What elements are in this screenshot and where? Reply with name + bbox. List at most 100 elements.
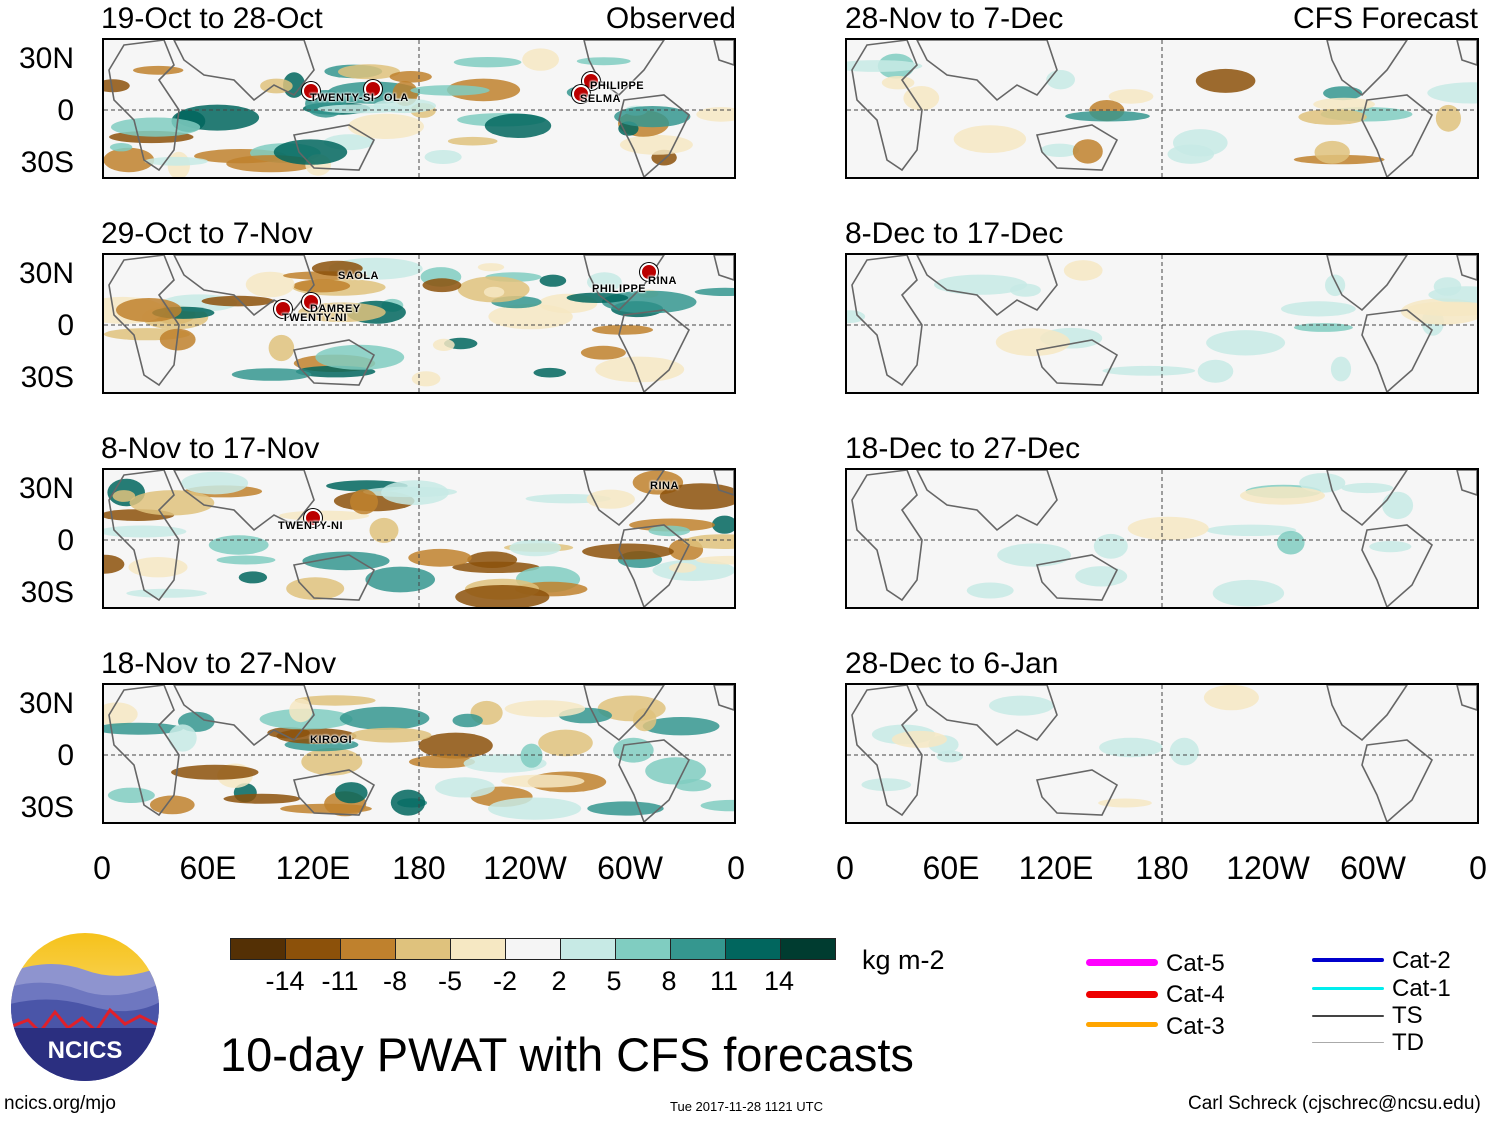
pwat-anomaly-patch — [1435, 104, 1461, 132]
pwat-anomaly-patch — [989, 695, 1054, 716]
lat-label-eq: 0 — [57, 739, 74, 772]
coastline — [173, 255, 315, 317]
coastline — [292, 769, 376, 816]
pwat-anomaly-patch — [509, 539, 561, 557]
storm-label: SELMA — [580, 93, 621, 105]
cyclone-marker-icon — [364, 80, 382, 98]
legend-line-cat1 — [1312, 987, 1384, 990]
coastline — [1326, 40, 1408, 97]
forecast-label: CFS Forecast — [1292, 2, 1478, 35]
cyclone-marker-icon — [274, 300, 292, 318]
legend-label-cat5: Cat-5 — [1166, 950, 1225, 977]
pwat-anomaly-patch — [1040, 143, 1080, 157]
pwat-anomaly-patch — [369, 517, 399, 543]
pwat-anomaly-patch — [149, 795, 195, 815]
lat-label-30n: 30N — [18, 257, 74, 290]
pwat-anomaly-map — [104, 40, 734, 177]
pwat-anomaly-patch — [614, 106, 691, 128]
pwat-anomaly-patch — [995, 328, 1070, 357]
lon-label: 0 — [836, 850, 854, 886]
colorbar-tick-label: -8 — [382, 966, 408, 996]
pwat-anomaly-patch — [201, 295, 275, 307]
pwat-anomaly-patch — [411, 371, 441, 387]
cyclone-marker-icon — [302, 82, 320, 100]
pwat-anomaly-patch — [700, 799, 734, 812]
pwat-anomaly-map — [847, 40, 1477, 177]
pwat-anomaly-patch — [683, 534, 734, 549]
coastline — [108, 470, 180, 602]
pwat-anomaly-patch — [432, 338, 455, 351]
coastline — [916, 255, 1058, 317]
pwat-anomaly-patch — [435, 777, 495, 798]
pwat-anomaly-patch — [1075, 566, 1128, 587]
coastline — [1456, 255, 1477, 281]
pwat-anomaly-map — [847, 255, 1477, 392]
storm-label: TWENTY-NI — [278, 520, 343, 532]
map-panel-fcst-3 — [845, 468, 1479, 609]
lat-label-30s: 30S — [20, 361, 74, 394]
cyclone-marker-icon — [640, 263, 658, 281]
pwat-anomaly-patch — [418, 732, 493, 759]
storm-label: TWENTY-NI — [282, 312, 347, 324]
coastline — [1035, 769, 1119, 816]
coastline — [583, 255, 665, 312]
pwat-anomaly-patch — [1072, 139, 1103, 164]
pwat-anomaly-patch — [953, 125, 1027, 153]
pwat-anomaly-patch — [408, 548, 472, 567]
coastline — [1456, 40, 1477, 66]
pwat-anomaly-patch — [1293, 323, 1353, 332]
panel-title-obs-2: 29-Oct to 7-Nov — [101, 217, 313, 250]
footer-url[interactable]: ncics.org/mjo — [4, 1093, 116, 1114]
lon-label: 0 — [93, 850, 111, 886]
lat-label-30n: 30N — [18, 472, 74, 505]
legend-label-td: TD — [1392, 1029, 1424, 1056]
pwat-anomaly-patch — [339, 706, 430, 730]
footer-timestamp: Tue 2017-11-28 1121 UTC — [670, 1099, 823, 1114]
coastline — [713, 685, 734, 711]
pwat-anomaly-patch — [997, 543, 1071, 567]
legend-line-ts — [1312, 1015, 1384, 1017]
pwat-anomaly-patch — [587, 801, 664, 816]
colorbar-swatch — [285, 938, 341, 960]
pwat-anomaly-patch — [168, 724, 197, 752]
pwat-anomaly-patch — [1323, 86, 1363, 101]
pwat-anomaly-patch — [669, 562, 697, 573]
coastline — [618, 94, 691, 177]
pwat-anomaly-patch — [365, 566, 436, 593]
pwat-anomaly-patch — [223, 793, 301, 804]
pwat-anomaly-patch — [504, 700, 586, 718]
legend-label-cat4: Cat-4 — [1166, 981, 1225, 1008]
colorbar-tick-label: 2 — [551, 966, 567, 996]
pwat-anomaly-patch — [181, 471, 249, 495]
colorbar-swatch — [670, 938, 726, 960]
coastline — [713, 40, 734, 66]
pwat-anomaly-patch — [467, 551, 518, 568]
pwat-anomaly-patch — [116, 298, 182, 322]
coastline — [292, 554, 376, 601]
pwat-anomaly-patch — [455, 585, 550, 607]
coastline — [851, 685, 923, 817]
pwat-anomaly-patch — [642, 717, 720, 736]
colorbar-tick-label: 14 — [763, 966, 795, 996]
colorbar-swatch — [615, 938, 671, 960]
pwat-anomaly-patch — [645, 757, 706, 785]
pwat-anomaly-patch — [1433, 277, 1462, 296]
coastline — [916, 40, 1058, 102]
storm-label: DAMREY — [310, 303, 361, 315]
ncics-logo-icon: NCICS — [11, 933, 159, 1081]
footer-author: Carl Schreck (cjschrec@ncsu.edu) — [1188, 1093, 1481, 1114]
pwat-anomaly-patch — [501, 774, 585, 788]
colorbar-swatch — [230, 938, 286, 960]
storm-label: OLA — [384, 92, 409, 104]
storm-label: KIROGI — [310, 734, 353, 746]
lat-label-30n: 30N — [18, 687, 74, 720]
pwat-anomaly-patch — [422, 278, 462, 293]
pwat-anomaly-patch — [934, 274, 1028, 295]
panel-title-obs-4: 18-Nov to 27-Nov — [101, 647, 337, 680]
storm-label: RINA — [648, 275, 677, 287]
legend-line-cat5 — [1086, 959, 1158, 966]
storm-label: RINA — [650, 480, 679, 492]
coastline — [173, 470, 315, 532]
panel-title-obs-3: 8-Nov to 17-Nov — [101, 432, 320, 465]
observed-label: Observed — [605, 2, 736, 35]
